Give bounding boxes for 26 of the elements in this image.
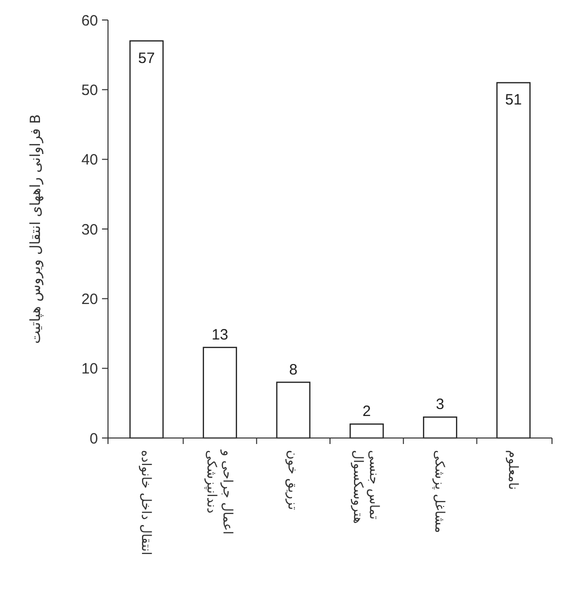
- data-label: 2: [362, 403, 371, 420]
- x-tick-label: اعمال جراحی و دندانپزشکی: [203, 449, 234, 535]
- y-tick-label: 10: [81, 360, 98, 378]
- bar: [350, 423, 384, 439]
- y-tick-label: 30: [81, 221, 98, 238]
- y-tick-label: 0: [90, 430, 98, 448]
- y-tick-label: 50: [81, 82, 98, 99]
- x-tick-label: نامعلوم: [504, 450, 520, 490]
- data-label: 51: [505, 92, 522, 109]
- bar: [422, 416, 458, 439]
- data-label: 8: [289, 361, 298, 378]
- data-label: 13: [212, 326, 228, 344]
- y-axis-title: فراوانی راههای انتقال ویروس هپاتیت B: [28, 114, 44, 344]
- y-tick-label: 40: [81, 152, 98, 169]
- data-label: 3: [436, 396, 444, 414]
- bar: [276, 382, 310, 439]
- x-tick-label: انتقال داخل خانواده: [138, 450, 153, 556]
- bar: [496, 82, 531, 439]
- x-tick-label: مشاغل پزشکی: [432, 450, 447, 533]
- bar: [202, 346, 238, 439]
- data-label: 57: [138, 50, 155, 67]
- y-tick-label: 20: [81, 290, 98, 308]
- x-tick-label: تزریق خون: [284, 450, 300, 510]
- bar: [129, 40, 164, 439]
- y-tick-label: 60: [81, 12, 98, 30]
- x-tick-label: تماس جنسی هتروسکسوال: [350, 450, 382, 524]
